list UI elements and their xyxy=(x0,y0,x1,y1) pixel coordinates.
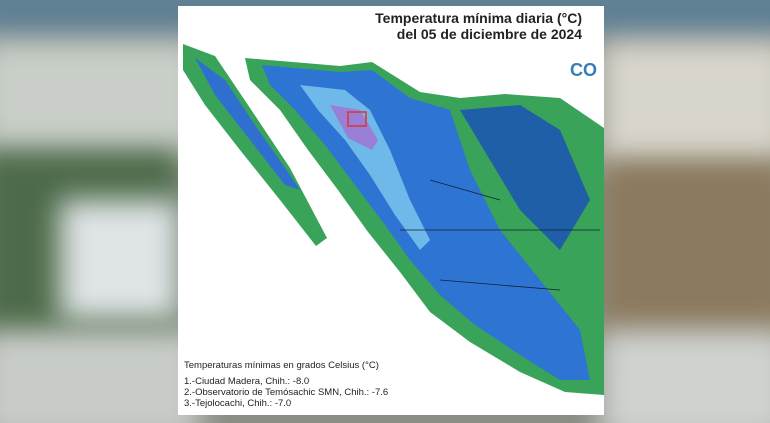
state-borders xyxy=(400,179,600,291)
map xyxy=(183,44,604,395)
station-marker xyxy=(347,111,367,127)
cold-zone xyxy=(262,65,590,380)
colder-zone xyxy=(300,85,430,250)
logo: CO xyxy=(570,60,597,80)
bg-patch xyxy=(60,200,180,320)
title-line: del 05 de diciembre de 2024 xyxy=(396,26,582,42)
title-line: Temperatura mínima diaria (°C) xyxy=(375,10,582,26)
legend-title: Temperaturas mínimas en grados Celsius (… xyxy=(184,360,379,371)
map-shapes xyxy=(183,44,604,395)
legend-item: 3.-Tejolocachi, Chih.: -7.0 xyxy=(184,398,292,409)
bg-patch xyxy=(0,40,200,160)
bg-patch xyxy=(600,330,770,423)
baja-cold-zone xyxy=(195,58,300,190)
map-panel: Temperatura mínima diaria (°C) del 05 de… xyxy=(178,6,604,415)
bg-patch xyxy=(600,160,770,340)
legend-item: 1.-Ciudad Madera, Chih.: -8.0 xyxy=(184,376,310,387)
coldest-zone xyxy=(330,105,378,150)
legend-item: 2.-Observatorio de Temósachic SMN, Chih.… xyxy=(184,387,389,398)
bg-patch xyxy=(0,330,200,423)
east-zone xyxy=(460,105,590,250)
bg-patch xyxy=(600,40,770,170)
